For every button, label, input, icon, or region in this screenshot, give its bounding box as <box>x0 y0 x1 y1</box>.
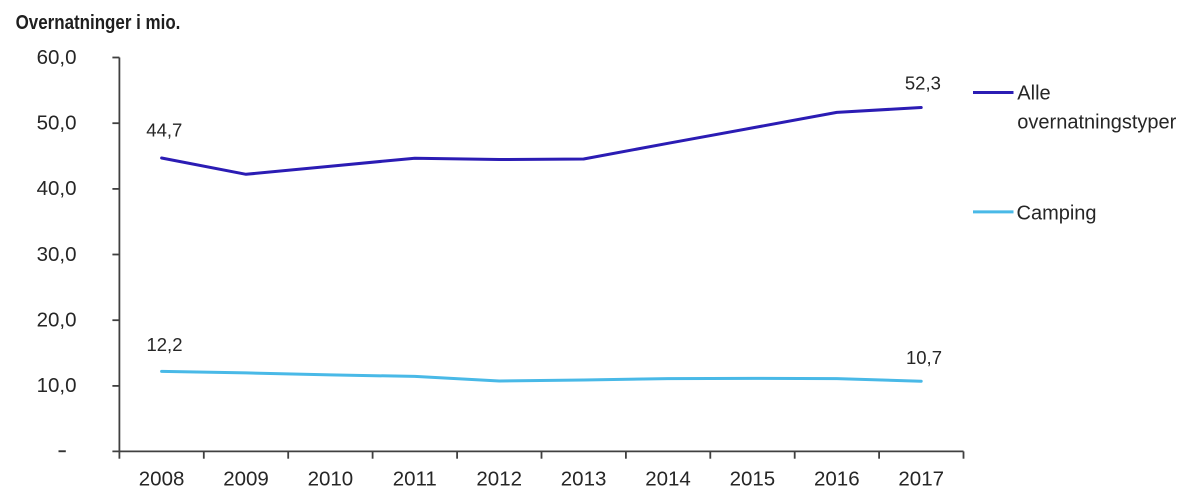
svg-text:50,0: 50,0 <box>37 112 77 135</box>
svg-text:overnatningstyper: overnatningstyper <box>1017 111 1176 133</box>
svg-text:10,7: 10,7 <box>906 347 942 368</box>
svg-text:60,0: 60,0 <box>37 46 77 69</box>
svg-text:40,0: 40,0 <box>37 177 77 200</box>
svg-text:30,0: 30,0 <box>37 243 77 266</box>
svg-text:2008: 2008 <box>139 467 185 490</box>
svg-text:2012: 2012 <box>476 467 522 490</box>
svg-text:2014: 2014 <box>645 467 691 490</box>
svg-text:2013: 2013 <box>561 467 607 490</box>
svg-text:20,0: 20,0 <box>37 309 77 332</box>
svg-text:12,2: 12,2 <box>146 334 182 355</box>
svg-text:Camping: Camping <box>1017 202 1097 224</box>
svg-text:2010: 2010 <box>308 467 354 490</box>
svg-text:10,0: 10,0 <box>37 374 77 397</box>
svg-text:2009: 2009 <box>223 467 269 490</box>
svg-text:52,3: 52,3 <box>905 73 941 94</box>
svg-text:2015: 2015 <box>730 467 776 490</box>
svg-text:Alle: Alle <box>1017 82 1050 104</box>
svg-text:44,7: 44,7 <box>146 120 182 141</box>
svg-text:Overnatninger i mio.: Overnatninger i mio. <box>16 12 181 34</box>
svg-text:2011: 2011 <box>393 467 437 490</box>
svg-text:2016: 2016 <box>814 467 860 490</box>
svg-text:2017: 2017 <box>898 467 944 490</box>
